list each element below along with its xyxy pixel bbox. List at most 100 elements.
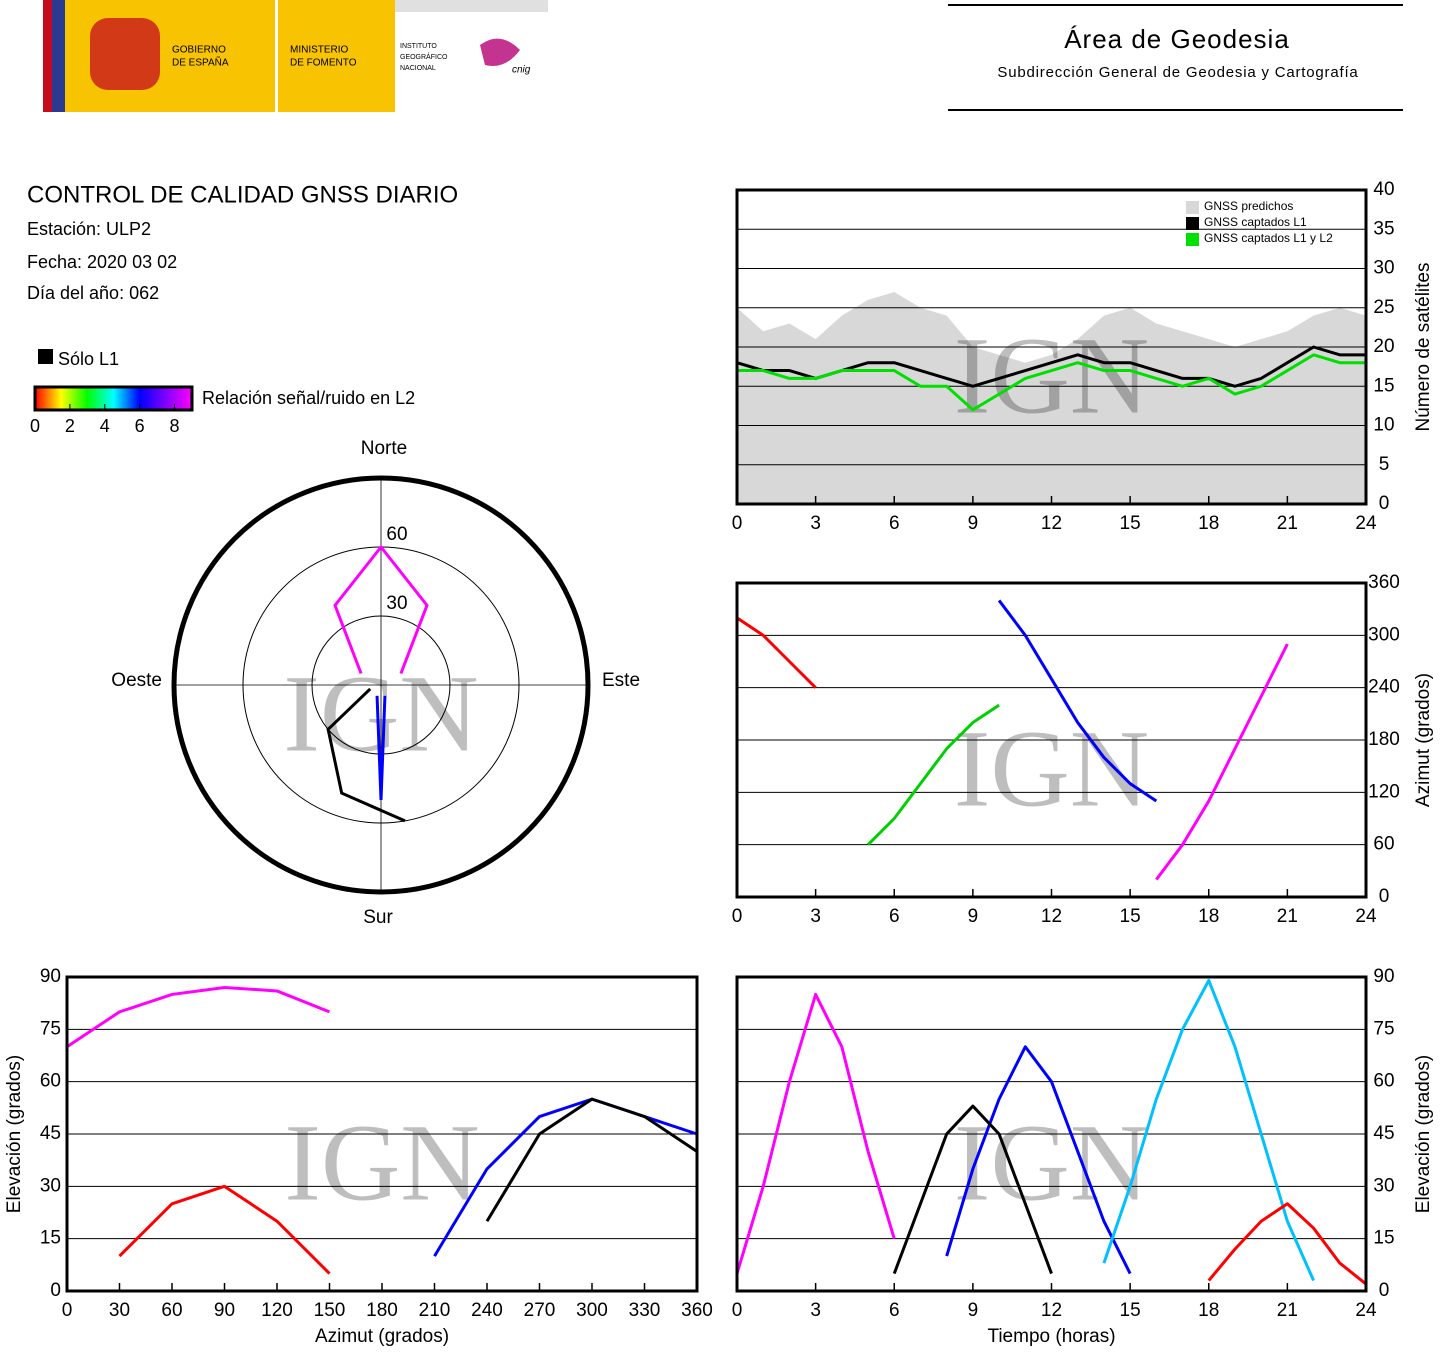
y-tick-label: 240 [1368,677,1400,698]
elevation-ring [311,615,451,755]
satellite-track [333,544,429,675]
legend-swatch [38,349,53,364]
satellite-track [485,1097,698,1222]
logo-ministerio [278,0,395,112]
y-tick-label: 75 [40,1018,61,1039]
x-tick-label: 15 [1120,906,1141,927]
x-tick-label: 360 [681,1300,713,1321]
y-tick-label: 10 [1373,415,1394,436]
y-tick-label: 25 [1373,297,1394,318]
x-tick-label: 18 [1198,1300,1219,1321]
x-axis-label: Tiempo (horas) [987,1326,1115,1347]
satellite-track [433,1097,698,1257]
satellite-track [118,1184,331,1275]
satellite-track [997,599,1158,803]
watermark: IGN [954,1101,1150,1223]
y-tick-label: 360 [1368,572,1400,593]
area-subtitle: Subdirección General de Geodesia y Carto… [997,64,1358,81]
x-tick-label: 24 [1355,1300,1377,1321]
y-tick-label: 60 [1373,834,1394,855]
x-tick-label: 3 [810,513,821,534]
y-tick-label: 30 [40,1175,61,1196]
logo-text: GEOGRÁFICO [400,52,448,61]
satellite-track [66,985,331,1049]
plot-frame [735,581,1368,899]
y-tick-label: 120 [1368,781,1400,802]
logo-bar [395,0,548,12]
x-tick-label: 30 [109,1300,130,1321]
x-tick-label: 12 [1041,513,1062,534]
x-tick-label: 3 [810,1300,821,1321]
y-tick-label: 20 [1373,336,1394,357]
y-tick-label: 30 [1373,258,1394,279]
logo-block: GOBIERNO DE ESPAÑA MINISTERIO DE FOMENTO… [43,0,548,112]
station: Estación: ULP2 [27,219,151,239]
x-tick-label: 12 [1041,906,1062,927]
x-tick-label: 15 [1120,1300,1141,1321]
logo-text: cnig [512,65,531,76]
y-axis-label: Elevación (grados) [4,1055,25,1213]
coat-of-arms [90,18,160,90]
y-tick-label: 75 [1373,1018,1394,1039]
legend-label: GNSS captados L1 [1204,215,1307,229]
satellite-track [892,1104,1053,1275]
x-tick-label: 18 [1198,513,1219,534]
charts: 0 2 4 6 83060IGNNorteEsteSurOeste05101520253… [4,179,1434,1347]
y-tick-label: 0 [1379,886,1390,907]
y-tick-label: 40 [1373,179,1394,200]
x-tick-label: 240 [471,1300,503,1321]
x-tick-label: 0 [732,906,743,927]
y-tick-label: 35 [1373,218,1394,239]
y-tick-label: 90 [1373,966,1394,987]
x-tick-label: 9 [968,513,979,534]
satellite-track [945,1045,1132,1275]
colorbar [33,385,194,412]
y-tick-label: 0 [50,1280,61,1301]
y-tick-label: 0 [1379,1280,1390,1301]
watermark: IGN [283,652,479,774]
watermark: IGN [284,1101,480,1223]
y-tick-label: 45 [40,1123,61,1144]
legend-label: GNSS predichos [1204,199,1293,213]
x-tick-label: 330 [629,1300,661,1321]
x-tick-label: 6 [889,1300,900,1321]
x-tick-label: 24 [1355,906,1377,927]
legend-label: Sólo L1 [58,349,119,369]
x-axis-label: Azimut (grados) [315,1326,449,1347]
legend-swatch [1186,201,1199,214]
y-axis-label: Elevación (grados) [1413,1055,1434,1213]
x-tick-label: 60 [161,1300,182,1321]
x-tick-label: 24 [1355,513,1377,534]
colorbar-tick-label: 6 [135,416,145,436]
horizon [171,475,591,895]
y-tick-label: 0 [1379,493,1390,514]
satellite-track [736,616,817,689]
x-tick-label: 270 [524,1300,556,1321]
satellite-track [866,703,1000,846]
colorbar-tick-label: 8 [170,416,180,436]
logo-text: MINISTERIO [290,45,349,56]
x-tick-label: 150 [314,1300,346,1321]
y-tick-label: 5 [1379,454,1390,475]
y-tick-label: 45 [1373,1123,1394,1144]
x-tick-label: 9 [968,906,979,927]
y-tick-label: 300 [1368,624,1400,645]
satellite-track [1155,643,1289,881]
x-tick-label: 300 [576,1300,608,1321]
x-tick-label: 180 [366,1300,398,1321]
plot-frame [65,975,699,1293]
logo-text: NACIONAL [400,65,436,72]
x-tick-label: 120 [261,1300,293,1321]
x-tick-label: 21 [1277,1300,1298,1321]
y-tick-label: 180 [1368,729,1400,750]
x-tick-label: 12 [1041,1300,1062,1321]
direction-label: Este [602,670,640,691]
direction-label: Oeste [111,670,162,691]
ring-label: 60 [386,524,407,545]
colorbar-label: Relación señal/ruido en L2 [202,388,415,408]
x-tick-label: 21 [1277,906,1298,927]
x-tick-label: 0 [732,1300,743,1321]
flag-stripe [52,0,65,112]
